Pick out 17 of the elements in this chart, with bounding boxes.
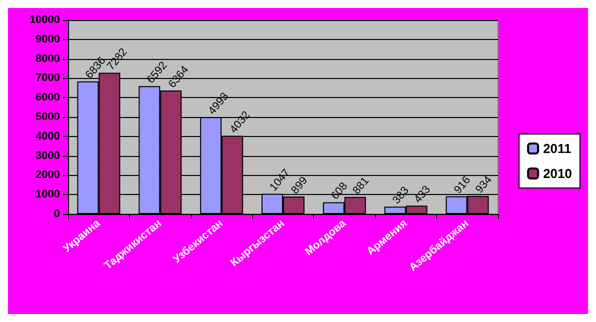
y-tick-label: 0 [54,208,60,220]
legend-label: 2010 [543,166,572,181]
y-tick-label: 5000 [36,111,60,123]
data-label: 899 [289,174,310,196]
y-tick-label: 1000 [36,188,60,201]
y-tick-label: 6000 [36,92,60,104]
legend-label: 2011 [543,141,572,156]
data-label: 934 [473,174,494,196]
y-tick-label: 2000 [36,169,60,182]
data-label: 881 [350,174,372,197]
y-tick-label: 10000 [29,14,60,26]
y-tick-label: 3000 [36,150,60,162]
y-tick-label: 9000 [36,33,60,46]
y-tick-label: 4000 [36,130,60,142]
data-label: 916 [452,174,473,196]
y-tick-label: 7000 [36,72,60,84]
y-tick-label: 8000 [36,52,60,65]
